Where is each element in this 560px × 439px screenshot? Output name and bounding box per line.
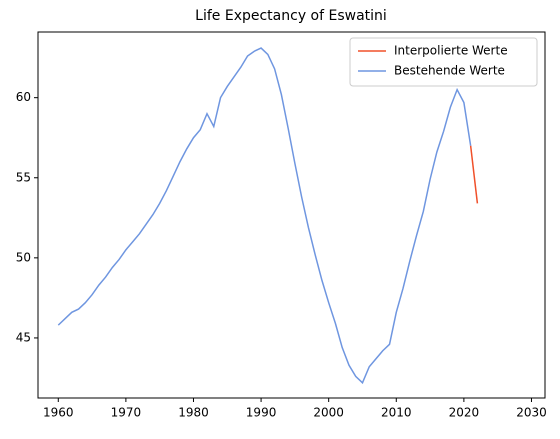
legend-label: Interpolierte Werte [394,44,508,58]
x-tick-label: 1970 [111,406,142,420]
y-tick-label: 45 [16,330,31,344]
x-tick-label: 1990 [246,406,277,420]
line-series [57,47,472,385]
x-tick-label: 2030 [516,406,547,420]
plot-frame [37,31,546,399]
x-tick-label: 1960 [43,406,74,420]
line-series [469,145,479,204]
x-tick-label: 2010 [381,406,412,420]
y-tick-label: 55 [16,170,31,184]
x-tick-label: 2020 [449,406,480,420]
x-tick-label: 1980 [178,406,209,420]
y-tick-label: 60 [16,90,31,104]
legend-label: Bestehende Werte [394,64,505,78]
x-tick-label: 2000 [313,406,344,420]
chart-title: Life Expectancy of Eswatini [195,8,387,24]
y-tick-label: 50 [16,250,31,264]
legend-box [349,37,538,87]
